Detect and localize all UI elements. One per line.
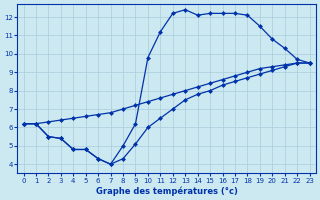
X-axis label: Graphe des températures (°c): Graphe des températures (°c)	[96, 186, 237, 196]
